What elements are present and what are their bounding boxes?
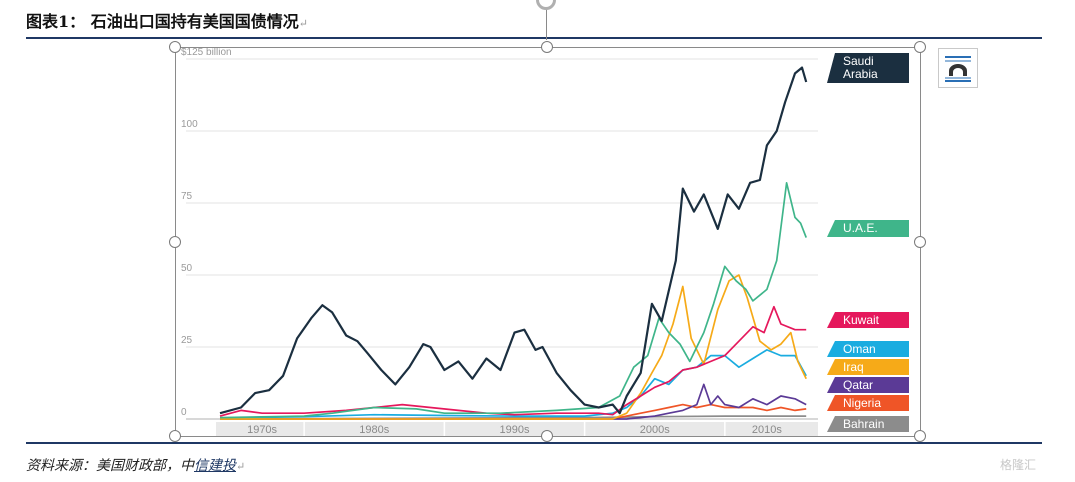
legend-tag-bg-kuwait bbox=[827, 312, 909, 328]
series-line-iraq bbox=[220, 274, 807, 420]
source-return-mark: ↵ bbox=[236, 460, 246, 473]
x-axis-band: 1970s 1980s 1990s 2000s 2010s bbox=[216, 422, 818, 437]
source-prefix: 资料来源：美国财政部，中 bbox=[26, 458, 194, 474]
resize-handle-top-middle[interactable] bbox=[541, 41, 553, 53]
legend-tag-bg-qatar bbox=[827, 377, 909, 393]
series-line-nigeria bbox=[220, 403, 807, 420]
y-tick-label-5: 0 bbox=[181, 407, 187, 418]
resize-handle-bottom-right[interactable] bbox=[914, 430, 926, 442]
series-line-u-a-e- bbox=[219, 181, 807, 419]
figure-title-text: 图表1： 石油出口国持有美国国债情况 bbox=[26, 12, 299, 31]
layout-options-icon bbox=[945, 56, 971, 82]
legend-label-bahrain: Bahrain bbox=[843, 417, 884, 431]
legend-label-saudi-arabia-1: Arabia bbox=[843, 67, 878, 81]
source-note: 资料来源：美国财政部，中信建投↵ bbox=[26, 455, 245, 475]
resize-handle-middle-right[interactable] bbox=[914, 236, 926, 248]
watermark-text: 格隆汇 bbox=[1000, 458, 1037, 472]
x-tick-label-2: 1990s bbox=[500, 424, 530, 436]
resize-handle-bottom-middle[interactable] bbox=[541, 430, 553, 442]
resize-handle-bottom-left[interactable] bbox=[169, 430, 181, 442]
y-tick-label-3: 50 bbox=[181, 263, 193, 274]
legend-tag-oman: Oman bbox=[827, 341, 909, 357]
series-line-oman bbox=[219, 349, 807, 419]
image-frame[interactable]: $125 billion 100 75 50 25 0 1970s 1980s 1990s 20… bbox=[175, 47, 921, 437]
series-line-saudi-arabia bbox=[219, 66, 808, 415]
legend-tag-bg-iraq bbox=[827, 359, 909, 375]
legend-label-qatar: Qatar bbox=[843, 378, 873, 392]
source-link[interactable]: 信建投 bbox=[194, 458, 236, 474]
layout-options-button[interactable] bbox=[938, 48, 978, 88]
legend-label-saudi-arabia-0: Saudi bbox=[843, 54, 874, 68]
legend-tag-nigeria: Nigeria bbox=[827, 395, 909, 411]
y-tick-label-2: 75 bbox=[181, 191, 193, 202]
legend-label-u-a-e-: U.A.E. bbox=[843, 221, 878, 235]
legend-label-iraq: Iraq bbox=[843, 360, 864, 374]
legend-label-nigeria: Nigeria bbox=[843, 396, 881, 410]
y-tick-label-0: $125 billion bbox=[181, 48, 232, 58]
resize-handle-top-right[interactable] bbox=[914, 41, 926, 53]
x-tick-label-4: 2010s bbox=[752, 424, 782, 436]
x-tick-label-3: 2000s bbox=[640, 424, 670, 436]
resize-handle-middle-left[interactable] bbox=[169, 236, 181, 248]
top-rule bbox=[26, 37, 1042, 39]
legend-tag-iraq: Iraq bbox=[827, 359, 909, 375]
resize-handle-top-left[interactable] bbox=[169, 41, 181, 53]
legend-tag-bg-u-a-e- bbox=[827, 220, 909, 237]
rotate-stem bbox=[546, 8, 547, 40]
y-tick-label-4: 25 bbox=[181, 335, 193, 346]
legend-tag-bg-nigeria bbox=[827, 395, 909, 411]
y-axis-labels: $125 billion 100 75 50 25 0 bbox=[181, 47, 232, 418]
x-tick-label-0: 1970s bbox=[247, 424, 277, 436]
x-axis-band-bg bbox=[216, 422, 818, 437]
legend-label-kuwait: Kuwait bbox=[843, 313, 880, 327]
series-line-qatar bbox=[220, 383, 807, 420]
series-lines bbox=[219, 66, 808, 420]
legend-tag-qatar: Qatar bbox=[827, 377, 909, 393]
legend-tag-bg-bahrain bbox=[827, 416, 909, 432]
legend-label-oman: Oman bbox=[843, 342, 876, 356]
rotate-handle-icon[interactable] bbox=[536, 0, 556, 10]
bottom-rule bbox=[26, 442, 1042, 444]
y-tick-label-1: 100 bbox=[181, 119, 198, 130]
legend-tag-kuwait: Kuwait bbox=[827, 312, 909, 328]
return-mark: ↵ bbox=[298, 17, 308, 30]
legend-tag-u-a-e-: U.A.E. bbox=[827, 220, 909, 237]
chart-svg: $125 billion 100 75 50 25 0 1970s 1980s 1990s 20… bbox=[181, 47, 909, 437]
figure-title: 图表1： 石油出口国持有美国国债情况↵ bbox=[26, 8, 308, 32]
legend-tag-bahrain: Bahrain bbox=[827, 416, 909, 432]
x-tick-label-1: 1980s bbox=[359, 424, 389, 436]
legend-tag-bg-saudi-arabia bbox=[827, 53, 909, 83]
legend-tag-bg-oman bbox=[827, 341, 909, 357]
